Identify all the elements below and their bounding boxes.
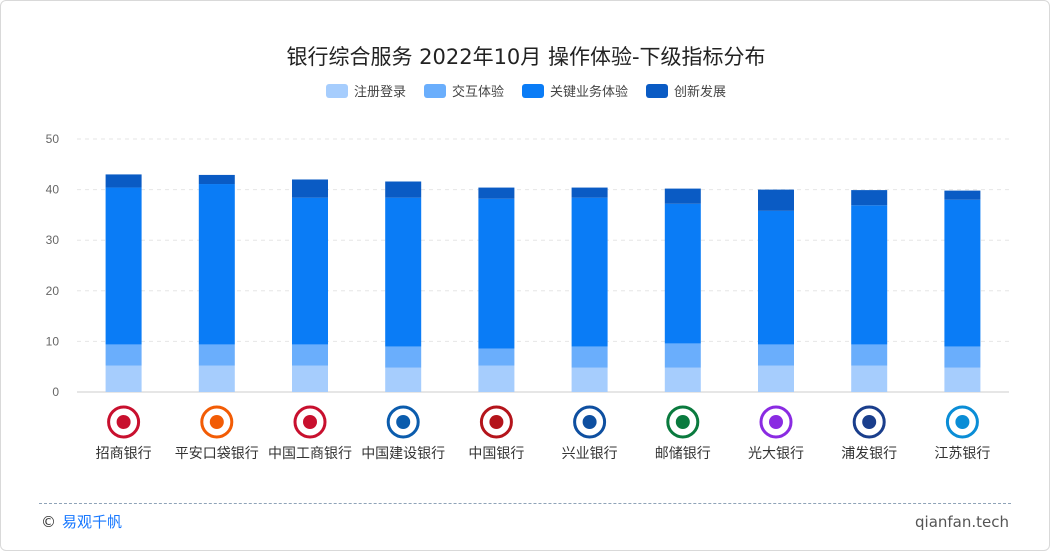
bank-logo-mark: [582, 415, 597, 429]
bank-logo-mark: [303, 415, 317, 429]
bar-segment: [851, 365, 888, 392]
chart-title: 银行综合服务 2022年10月 操作体验-下级指标分布: [286, 45, 766, 69]
y-tick-label: 30: [46, 233, 60, 247]
bar-segment: [944, 190, 981, 200]
bar-segment: [664, 367, 701, 392]
x-category-label: 浦发银行: [841, 446, 897, 462]
bar-segment: [571, 187, 608, 198]
y-tick-label: 0: [52, 385, 59, 399]
stacked-bar-chart: 0 10 20 30 40 50 招商银行 平安口袋银行 中国工商银行 中国建设银行 中国银行 兴业银…: [46, 132, 1009, 462]
bar-segment: [198, 365, 235, 392]
bank-logo-mark: [862, 415, 877, 429]
bar-segment: [385, 367, 422, 392]
y-tick-label: 20: [46, 284, 60, 298]
legend-swatch: [646, 83, 669, 98]
bank-logo-mark: [209, 415, 224, 429]
legend-swatch: [522, 83, 544, 98]
bar-segment: [105, 174, 142, 188]
y-tick-label: 40: [46, 183, 60, 197]
bar-segment: [105, 365, 142, 392]
bar-segment: [385, 197, 422, 347]
bar-segment: [292, 197, 328, 345]
copyright-symbol: ©: [41, 513, 56, 531]
bar-segment: [758, 210, 794, 345]
legend-item-2[interactable]: 关键业务体验: [522, 81, 628, 100]
bar-segment: [105, 187, 142, 345]
x-category-label: 招商银行: [96, 446, 152, 462]
bar-segment: [385, 181, 422, 198]
chart-legend: 注册登录 交互体验 关键业务体验 创新发展: [1, 81, 1049, 100]
bar-segment: [758, 365, 794, 392]
y-tick-label: 10: [46, 334, 60, 348]
bar-segment: [571, 197, 608, 347]
bank-logo-mark: [396, 415, 411, 429]
bank-logo-mark: [116, 415, 131, 429]
legend-swatch: [423, 83, 446, 98]
y-tick-label: 50: [46, 132, 60, 146]
bar-segment: [478, 348, 515, 366]
legend-item-0[interactable]: 注册登录: [325, 81, 406, 100]
legend-label: 创新发展: [674, 85, 727, 100]
bar-segment: [478, 187, 515, 199]
x-category-label: 江苏银行: [934, 446, 990, 462]
x-category-label: 中国建设银行: [361, 446, 445, 462]
bar-segment: [944, 367, 981, 392]
bar-segment: [851, 344, 888, 366]
footer-divider: [39, 503, 1011, 504]
bar-segment: [571, 346, 608, 368]
bar-segment: [758, 189, 794, 211]
bar-segment: [758, 344, 794, 366]
bank-logo-mark: [675, 415, 690, 429]
bar-segment: [851, 205, 888, 345]
bar-segment: [385, 346, 422, 368]
bar-segment: [105, 344, 142, 366]
bar-segment: [664, 343, 701, 368]
legend-label: 交互体验: [451, 85, 504, 100]
bar-segment: [664, 188, 701, 204]
x-category-label: 兴业银行: [562, 446, 618, 462]
bar-segment: [292, 365, 328, 392]
bar-segment: [198, 174, 235, 185]
footer-site: qianfan.tech: [915, 513, 1009, 531]
bank-logo-mark: [769, 415, 783, 429]
legend-item-1[interactable]: 交互体验: [423, 81, 504, 100]
x-category-label: 平安口袋银行: [175, 446, 259, 462]
bar-segment: [944, 199, 981, 347]
bar-segment: [944, 346, 981, 368]
legend-label: 注册登录: [353, 85, 406, 100]
x-category-label: 中国银行: [468, 446, 524, 462]
x-category-label: 光大银行: [748, 446, 804, 462]
bar-segment: [851, 190, 888, 206]
bar-segment: [198, 184, 235, 345]
bar-segment: [478, 198, 515, 349]
legend-swatch: [325, 83, 348, 98]
bar-segment: [292, 179, 328, 198]
bank-logo-mark: [955, 415, 970, 429]
legend-item-3[interactable]: 创新发展: [646, 81, 726, 100]
x-category-label: 邮储银行: [655, 446, 711, 462]
bar-segment: [571, 367, 608, 392]
bank-logo-mark: [489, 415, 504, 429]
bar-segment: [198, 344, 235, 366]
x-category-label: 中国工商银行: [268, 446, 352, 462]
legend-label: 关键业务体验: [550, 85, 629, 100]
bar-segment: [292, 344, 328, 366]
bar-segment: [664, 203, 701, 344]
footer-copyright: © 易观千帆: [41, 511, 122, 532]
footer-brand: 易观千帆: [62, 513, 123, 531]
bar-segment: [478, 365, 515, 392]
